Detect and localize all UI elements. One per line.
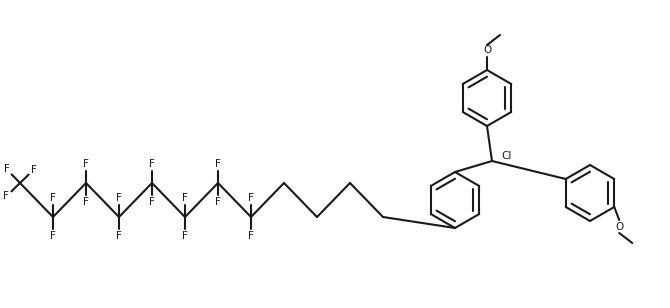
Text: F: F — [215, 159, 221, 169]
Text: F: F — [149, 159, 155, 169]
Text: F: F — [83, 159, 89, 169]
Text: Cl: Cl — [502, 151, 512, 161]
Text: F: F — [83, 197, 89, 207]
Text: O: O — [615, 222, 623, 232]
Text: F: F — [149, 197, 155, 207]
Text: F: F — [50, 193, 56, 203]
Text: F: F — [182, 231, 188, 241]
Text: F: F — [116, 231, 122, 241]
Text: F: F — [4, 164, 9, 174]
Text: O: O — [483, 45, 491, 55]
Text: F: F — [31, 165, 37, 175]
Text: F: F — [248, 231, 254, 241]
Text: F: F — [215, 197, 221, 207]
Text: F: F — [116, 193, 122, 203]
Text: F: F — [182, 193, 188, 203]
Text: F: F — [3, 191, 9, 201]
Text: F: F — [50, 231, 56, 241]
Text: F: F — [248, 193, 254, 203]
